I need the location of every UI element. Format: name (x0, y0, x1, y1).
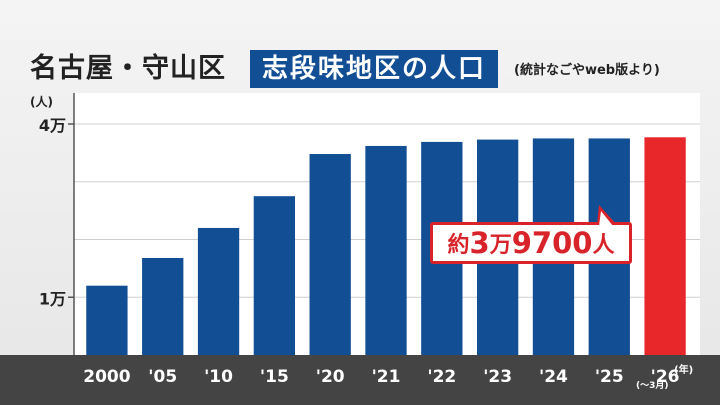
bar (197, 227, 240, 355)
callout-person-unit: 人 (592, 233, 615, 258)
x-axis-band (0, 355, 720, 405)
callout-remainder-value: 9700 (511, 226, 593, 260)
title-row: 名古屋・守山区 志段味地区の人口 (統計なごやweb版より) (0, 48, 720, 90)
callout-prefix: 約 (447, 233, 470, 258)
x-tick-label: '24 (539, 367, 568, 387)
x-tick-label: '20 (316, 367, 345, 387)
source-note: (統計なごやweb版より) (514, 63, 660, 78)
latest-value-callout: 約 3 万 9700 人 (430, 205, 632, 264)
y-tick-label: 1万 (39, 289, 66, 308)
x-tick-label: '15 (260, 367, 289, 387)
last-period-note: (〜3月) (636, 381, 669, 391)
x-tick-label: 2000 (83, 367, 130, 387)
bar (309, 154, 351, 355)
bar (86, 285, 128, 355)
bar (365, 145, 407, 355)
bar (253, 196, 296, 355)
location-label: 名古屋・守山区 (30, 53, 226, 84)
callout-man-unit: 万 (489, 233, 512, 258)
y-unit-label: (人) (30, 95, 53, 109)
x-tick-label: '21 (372, 367, 401, 387)
bar-highlight (644, 137, 686, 355)
x-unit-label: (年) (674, 365, 694, 376)
x-tick-label: '22 (427, 367, 456, 387)
x-tick-label: '10 (204, 367, 233, 387)
bar (142, 257, 184, 355)
x-tick-label: '05 (148, 367, 177, 387)
callout-man-value: 3 (469, 226, 490, 260)
y-tick-label: 4万 (39, 116, 66, 135)
x-tick-label: '23 (483, 367, 512, 387)
x-tick-label: '26 (651, 367, 680, 387)
x-tick-label: '25 (595, 367, 624, 387)
chart-title: 志段味地区の人口 (250, 50, 499, 88)
